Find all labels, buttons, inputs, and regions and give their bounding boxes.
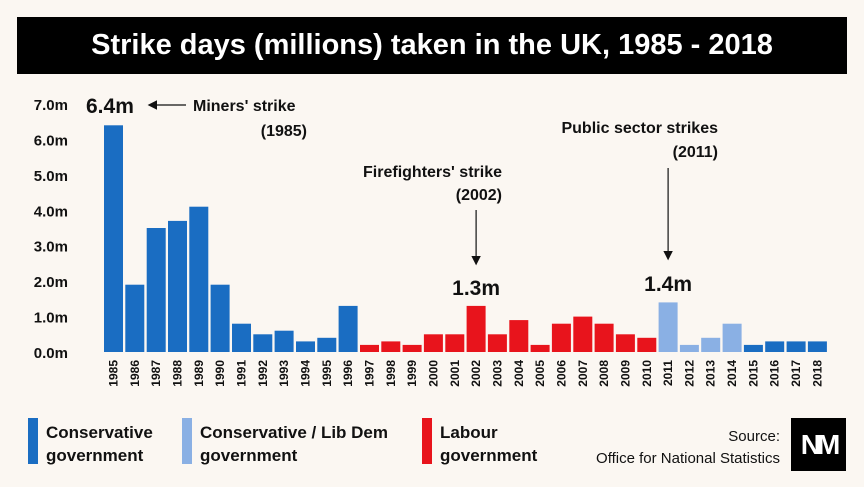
annotation-label-firefighters: Firefighters' strike: [363, 164, 502, 181]
x-tick-label: 2008: [597, 360, 611, 387]
bar-2008: [594, 323, 614, 352]
bar-2006: [551, 323, 571, 352]
x-tick-label: 2004: [512, 360, 526, 387]
bar-2010: [637, 337, 657, 352]
bar-1990: [210, 284, 230, 352]
legend-label-coalition: Conservative / Lib Dem government: [200, 423, 389, 465]
annotation-year-firefighters: (2002): [456, 187, 502, 204]
x-tick-label: 2001: [448, 360, 462, 387]
x-tick-label: 1996: [341, 360, 355, 387]
y-tick-label: 1.0m: [34, 310, 68, 327]
chart-title: Strike days (millions) taken in the UK, …: [17, 17, 847, 74]
x-tick-label: 2014: [725, 360, 739, 387]
x-tick-label: 2010: [640, 360, 654, 387]
x-tick-label: 2007: [576, 360, 590, 387]
bar-1999: [402, 344, 422, 352]
x-tick-label: 2016: [768, 360, 782, 387]
bar-2018: [807, 341, 827, 352]
y-axis: 0.0m 1.0m 2.0m 3.0m 4.0m 5.0m 6.0m 7.0m: [34, 97, 68, 362]
nm-logo-icon: NM: [791, 418, 846, 471]
x-tick-label: 1990: [213, 360, 227, 387]
x-axis: 1985 1986 1987 1988 1989 1990 1991 1992 1993 1994…: [107, 360, 825, 387]
bar-2004: [509, 320, 529, 352]
bar-1993: [274, 330, 294, 352]
bar-2013: [701, 337, 721, 352]
bar-1998: [381, 341, 401, 352]
x-tick-label: 2015: [746, 360, 760, 387]
annotations: 6.4m Miners' strike (1985) Firefighters' st…: [86, 95, 718, 300]
bar-1987: [146, 228, 166, 352]
x-tick-label: 1994: [299, 360, 313, 387]
bar-1991: [232, 323, 251, 352]
bar-2011: [658, 302, 678, 352]
legend-swatch-coalition: [182, 418, 192, 464]
bar-1985: [104, 125, 123, 352]
bar-1995: [317, 337, 337, 352]
x-tick-label: 2003: [490, 360, 504, 387]
legend-label-conservative: Conservative government: [46, 423, 153, 465]
legend-swatch-labour: [422, 418, 432, 464]
bar-2000: [423, 334, 443, 352]
x-tick-label: 1989: [192, 360, 206, 387]
x-tick-label: 2005: [533, 360, 547, 387]
x-tick-label: 1987: [149, 360, 163, 387]
bar-2007: [573, 316, 593, 352]
y-tick-label: 0.0m: [34, 345, 68, 362]
x-tick-label: 2000: [426, 360, 440, 387]
x-tick-label: 1995: [320, 360, 334, 387]
bar-2017: [786, 341, 806, 352]
x-tick-label: 1998: [384, 360, 398, 387]
bar-2014: [722, 323, 742, 352]
annotation-label-miners: Miners' strike: [193, 98, 296, 115]
x-tick-label: 2017: [789, 360, 803, 387]
x-tick-label: 2006: [554, 360, 568, 387]
x-tick-label: 2012: [682, 360, 696, 387]
bar-chart: 0.0m1.0m2.0m3.0m4.0m5.0m6.0m7.0m 1985 198…: [34, 95, 827, 387]
y-tick-label: 6.0m: [34, 132, 68, 149]
x-tick-label: 1985: [107, 360, 121, 387]
bar-2015: [743, 344, 763, 352]
source-note: Source: Office for National Statistics: [596, 428, 780, 467]
bars: [104, 125, 827, 352]
bar-1994: [296, 341, 315, 352]
y-tick-label: 3.0m: [34, 239, 68, 256]
x-tick-label: 1993: [277, 360, 291, 387]
x-tick-label: 1986: [128, 360, 142, 387]
x-tick-label: 1999: [405, 360, 419, 387]
x-tick-label: 1988: [171, 360, 185, 387]
bar-1989: [189, 206, 209, 352]
bar-1988: [168, 220, 187, 352]
annotation-year-miners: (1985): [261, 123, 307, 140]
bar-1997: [360, 344, 379, 352]
x-tick-label: 1997: [363, 360, 377, 387]
bar-2005: [530, 344, 550, 352]
y-tick-label: 5.0m: [34, 168, 68, 185]
x-tick-label: 1992: [256, 360, 270, 387]
annotation-value-miners: 6.4m: [86, 95, 134, 118]
legend-swatch-conservative: [28, 418, 38, 464]
x-tick-label: 2011: [661, 360, 675, 386]
x-tick-label: 2018: [810, 360, 824, 387]
bar-1986: [125, 284, 145, 352]
bar-1996: [338, 305, 358, 352]
annotation-value-public-sector: 1.4m: [644, 273, 692, 296]
bar-2012: [679, 344, 699, 352]
bar-2016: [765, 341, 785, 352]
bar-1992: [253, 334, 273, 352]
bar-2001: [445, 334, 465, 352]
legend-label-labour: Labour government: [440, 423, 538, 465]
x-tick-label: 2002: [469, 360, 483, 387]
x-tick-label: 2013: [704, 360, 718, 387]
bar-2009: [615, 334, 635, 352]
y-tick-label: 4.0m: [34, 203, 68, 220]
annotation-year-public-sector: (2011): [673, 144, 718, 161]
annotation-label-public-sector: Public sector strikes: [561, 120, 718, 137]
y-tick-label: 2.0m: [34, 274, 68, 291]
y-tick-label: 7.0m: [34, 97, 68, 114]
x-tick-label: 2009: [618, 360, 632, 387]
bar-2003: [487, 334, 507, 352]
annotation-value-firefighters: 1.3m: [452, 277, 500, 300]
x-tick-label: 1991: [235, 360, 249, 387]
bar-2002: [466, 305, 486, 352]
